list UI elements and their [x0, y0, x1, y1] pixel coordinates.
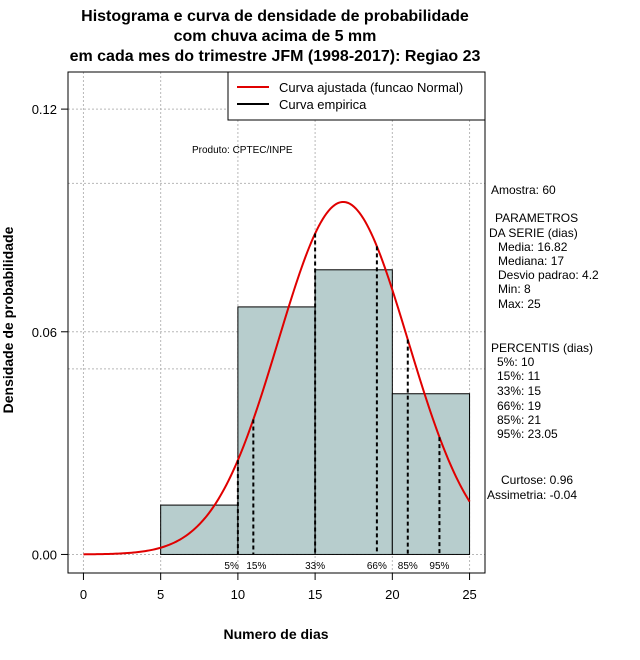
y-axis: 0.00 0.06 0.12 [32, 102, 69, 562]
stat-sample: Amostra: 60 [491, 183, 556, 197]
stat-p33: 33%: 15 [497, 384, 541, 398]
x-tick-label: 25 [462, 587, 476, 602]
percentile-label: 85% [398, 561, 418, 572]
stat-mediana: Mediana: 17 [498, 254, 564, 268]
stat-p95: 95%: 23.05 [497, 427, 558, 441]
bars-layer [160, 269, 471, 555]
stats-panel: Amostra: 60 PARAMETROS DA SERIE (dias) M… [487, 183, 599, 502]
percentile-label: 33% [305, 561, 325, 572]
stat-params-title-1: PARAMETROS [495, 211, 578, 225]
x-tick-label: 5 [157, 587, 164, 602]
legend-label-fitted: Curva ajustada (funcao Normal) [279, 80, 463, 95]
y-tick-label: 0.12 [32, 102, 57, 117]
normal-curve-line [83, 200, 471, 556]
y-tick-label: 0.06 [32, 325, 57, 340]
chart-title-line-2: com chuva acima de 5 mm [174, 28, 377, 45]
stat-min: Min: 8 [498, 282, 531, 296]
legend: Curva ajustada (funcao Normal) Curva emp… [227, 71, 486, 121]
x-axis: 0 5 10 15 20 25 [80, 572, 477, 602]
histogram-bar [314, 269, 393, 555]
product-label: Produto: CPTEC/INPE [192, 145, 293, 156]
x-axis-title: Numero de dias [223, 626, 328, 642]
histogram-bar [160, 504, 239, 555]
x-tick-label: 20 [385, 587, 399, 602]
stat-max: Max: 25 [498, 297, 541, 311]
y-tick-label: 0.00 [32, 547, 57, 562]
x-tick-label: 10 [231, 587, 245, 602]
y-axis-title: Densidade de probabilidade [0, 226, 16, 413]
percentile-label: 15% [246, 561, 266, 572]
chart-title-line-1: Histograma e curva de densidade de proba… [81, 8, 469, 25]
curve-layer [83, 200, 471, 556]
stat-p5: 5%: 10 [497, 355, 535, 369]
stat-params-title-2: DA SERIE (dias) [489, 226, 578, 240]
percentile-label: 5% [224, 561, 239, 572]
histogram-bar [391, 393, 471, 555]
percentile-layer: 5% 15% 33% 66% 85% 95% [224, 233, 450, 572]
chart-title-line-3: em cada mes do trimestre JFM (1998-2017)… [70, 48, 481, 65]
stat-percentis-title: PERCENTIS (dias) [491, 341, 593, 355]
stat-assimetria: Assimetria: -0.04 [487, 488, 577, 502]
legend-box [227, 71, 486, 121]
stat-p15: 15%: 11 [497, 369, 540, 383]
x-tick-label: 0 [80, 587, 87, 602]
percentile-label: 66% [367, 561, 387, 572]
percentile-label: 95% [429, 561, 449, 572]
stat-curtose: Curtose: 0.96 [501, 473, 573, 487]
stat-media: Media: 16.82 [498, 240, 568, 254]
x-tick-label: 15 [308, 587, 322, 602]
stat-p66: 66%: 19 [497, 399, 541, 413]
legend-label-empirical: Curva empirica [279, 97, 367, 112]
stat-desvio: Desvio padrao: 4.2 [498, 268, 599, 282]
stat-p85: 85%: 21 [497, 413, 541, 427]
